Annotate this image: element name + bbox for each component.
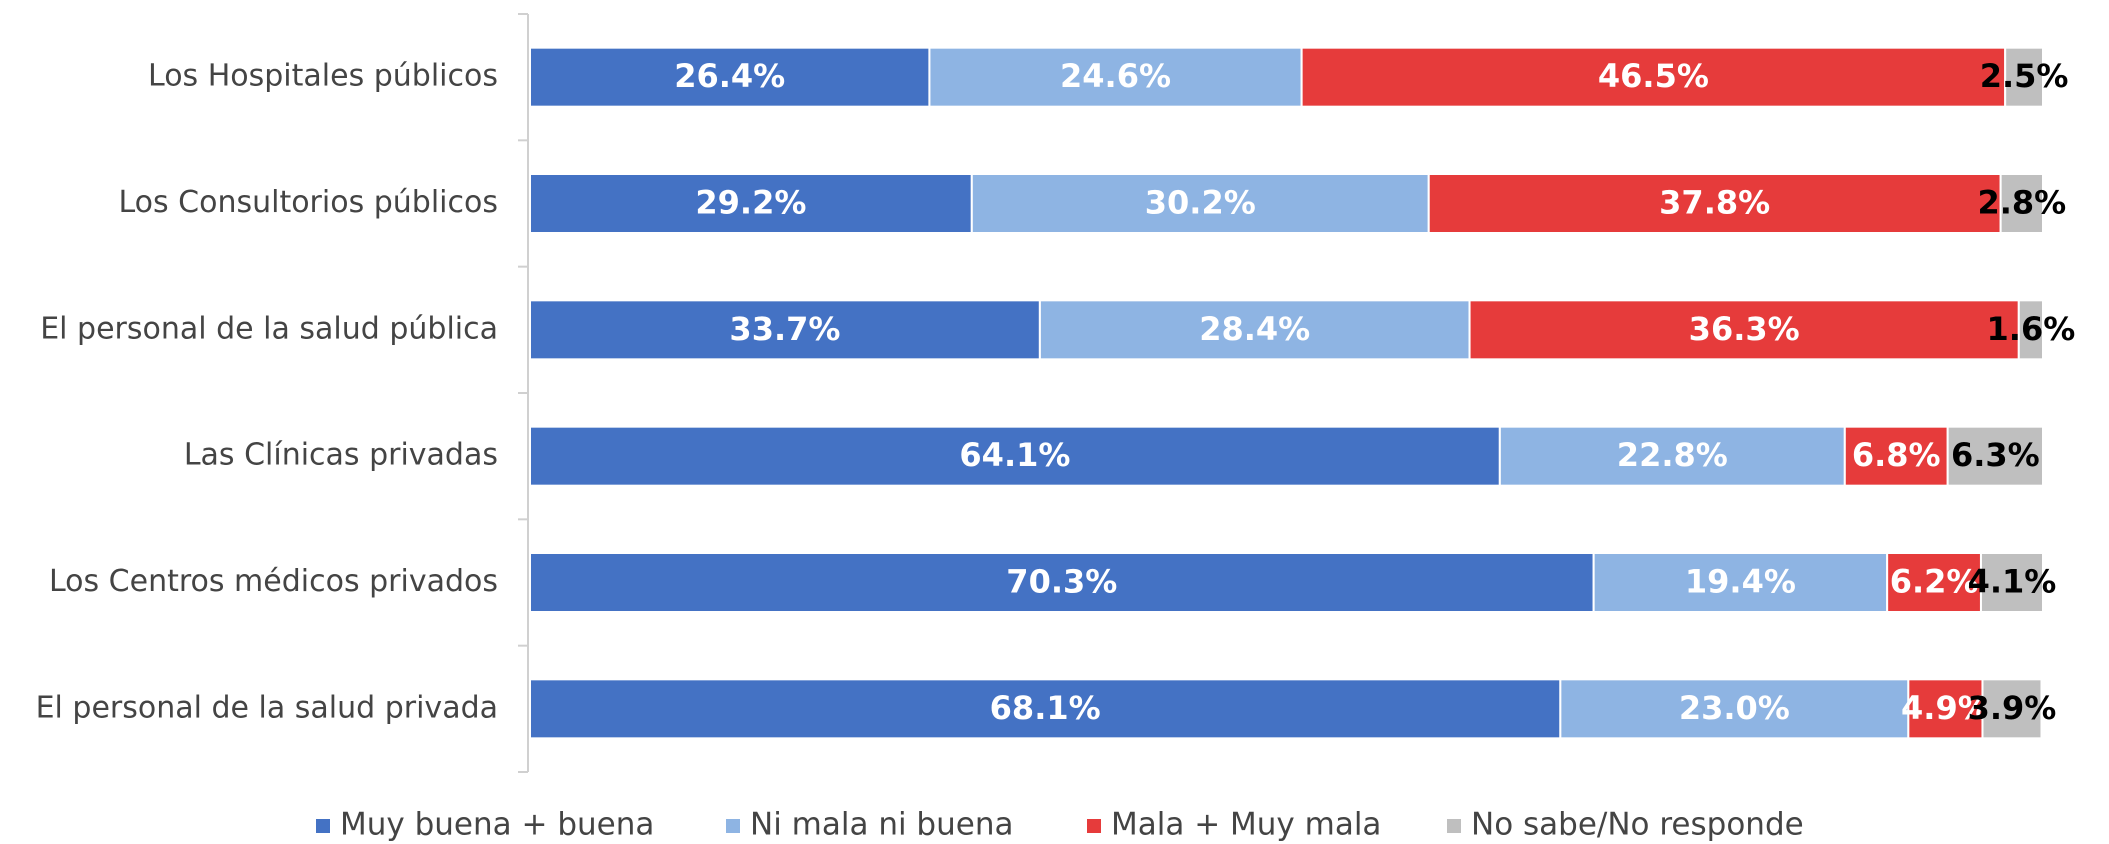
legend-label: No sabe/No responde [1471, 807, 1804, 843]
value-label: 2.8% [1977, 184, 2066, 222]
value-label: 29.2% [695, 184, 806, 222]
legend-label: Ni mala ni buena [750, 807, 1013, 843]
value-label: 4.9% [1901, 689, 1990, 727]
bar-segment [1979, 552, 2045, 613]
category-label: Los Centros médicos privados [49, 564, 498, 599]
legend-swatch [1087, 819, 1101, 833]
value-label: 19.4% [1685, 563, 1796, 601]
bar-segment [1592, 552, 1889, 613]
value-label: 23.0% [1679, 689, 1790, 727]
bar-segment [529, 299, 1041, 361]
value-label: 37.8% [1659, 184, 1770, 222]
value-label: 4.1% [1968, 563, 2057, 601]
bar-segment [2017, 299, 2044, 361]
bar-segment [1907, 678, 1984, 740]
bar-segment [1427, 173, 2002, 234]
bar-segment [1498, 425, 1846, 487]
bar-segment [970, 173, 1430, 234]
value-label: 36.3% [1689, 310, 1800, 348]
bar-segment [1981, 678, 2043, 740]
bar-segment [529, 552, 1595, 613]
category-label: Los Consultorios públicos [118, 185, 498, 220]
bar-segment [529, 46, 931, 108]
value-label: 70.3% [1006, 563, 1117, 601]
bar-segment [1999, 173, 2044, 234]
value-label: 1.6% [1987, 310, 2076, 348]
value-label: 6.2% [1890, 563, 1979, 601]
bar-segment [529, 425, 1501, 487]
legend-label: Mala + Muy mala [1111, 807, 1381, 843]
legend-label: Muy buena + buena [340, 807, 654, 843]
value-label: 68.1% [990, 689, 1101, 727]
category-label: El personal de la salud privada [36, 690, 498, 725]
value-label: 33.7% [729, 310, 840, 348]
value-label: 3.9% [1968, 689, 2057, 727]
value-label: 26.4% [674, 57, 785, 95]
value-label: 6.3% [1951, 436, 2040, 474]
legend-swatch [1447, 819, 1461, 833]
bar-segment [1468, 299, 2020, 361]
value-label: 2.5% [1980, 57, 2069, 95]
value-label: 28.4% [1199, 310, 1310, 348]
bar-segment [1559, 678, 1910, 740]
category-label: Los Hospitales públicos [148, 59, 498, 94]
value-label: 30.2% [1145, 184, 1256, 222]
value-label: 64.1% [959, 436, 1070, 474]
category-label: El personal de la salud pública [40, 311, 498, 346]
bar-segment [2004, 46, 2045, 108]
value-label: 46.5% [1598, 57, 1709, 95]
bar-segment [1886, 552, 1982, 613]
category-label: Las Clínicas privadas [184, 438, 498, 473]
value-label: 22.8% [1617, 436, 1728, 474]
bar-segment [928, 46, 1303, 108]
legend-swatch [726, 819, 740, 833]
bar-segment [1946, 425, 2045, 487]
bar-segment [1843, 425, 1949, 487]
value-label: 6.8% [1852, 436, 1941, 474]
legend-swatch [316, 819, 330, 833]
value-label: 24.6% [1060, 57, 1171, 95]
